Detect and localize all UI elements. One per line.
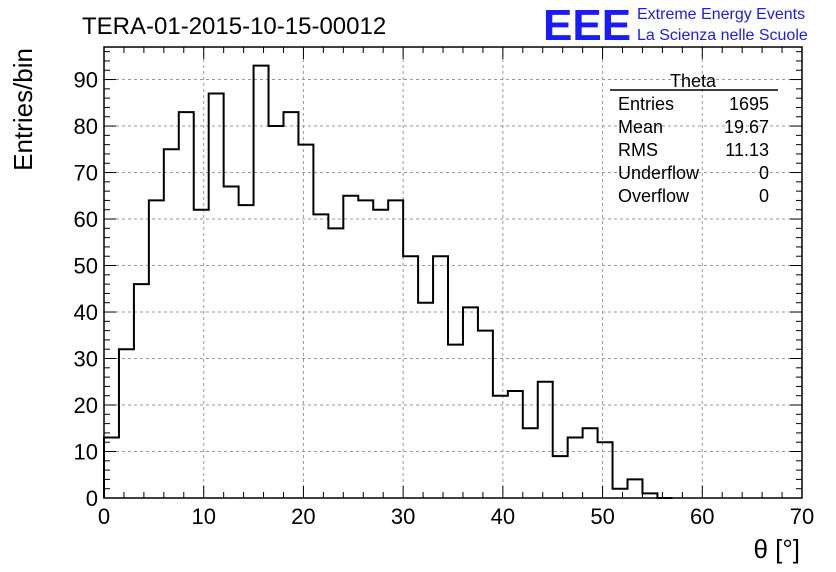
histogram-bin: [568, 438, 583, 498]
histogram-bin: [328, 228, 343, 498]
histogram-bin: [583, 428, 598, 498]
histogram-bin: [283, 112, 298, 498]
histogram-bin: [628, 479, 643, 498]
histogram-bin: [164, 149, 179, 498]
histogram-bin: [553, 456, 568, 498]
y-tick-label: 20: [74, 393, 98, 418]
y-axis-label: Entries/bin: [8, 48, 38, 171]
y-tick-label: 50: [74, 254, 98, 279]
histogram-bin: [358, 200, 373, 498]
axis-ticks: [103, 47, 803, 499]
histogram-bin: [478, 331, 493, 498]
histogram-bin: [254, 66, 269, 498]
stats-row-value: 1695: [729, 94, 769, 114]
stats-row-value: 19.67: [724, 117, 769, 137]
y-tick-label: 0: [86, 486, 98, 511]
y-tick-label: 30: [74, 347, 98, 372]
histogram-bin: [373, 210, 388, 498]
histogram-bin: [538, 382, 553, 498]
histogram-bin: [463, 307, 478, 498]
run-title: TERA-01-2015-10-15-00012: [82, 13, 386, 40]
y-tick-label: 10: [74, 440, 98, 465]
histogram-bin: [388, 200, 403, 498]
y-tick-label: 80: [74, 114, 98, 139]
histogram-bin: [149, 200, 164, 498]
histogram-bin: [224, 186, 239, 498]
x-tick-label: 70: [790, 504, 814, 529]
plot-frame: [103, 46, 803, 499]
stats-rows: Entries 1695 Mean 19.67 RMS 11.13 Underflow 0 Ov…: [618, 94, 769, 206]
histogram-bars: [103, 64, 673, 499]
tick-labels: 0 10 20 30 40 50 60 70 0 10 20 30 40 50 60 70 80 90: [74, 68, 815, 529]
histogram-bin: [134, 284, 149, 498]
y-tick-label: 70: [74, 161, 98, 186]
y-tick-label: 60: [74, 207, 98, 232]
x-tick-label: 50: [590, 504, 614, 529]
histogram-bin: [119, 349, 134, 498]
histogram-bin: [269, 126, 284, 498]
stats-box: Theta Entries 1695 Mean 19.67 RMS 11.13 Underf…: [610, 71, 778, 206]
x-tick-label: 20: [291, 504, 315, 529]
logo-tagline-2: La Scienza nelle Scuole: [637, 27, 808, 44]
histogram-bin: [613, 489, 628, 498]
stats-row-value: 11.13: [725, 140, 769, 160]
histogram-bin: [403, 256, 418, 498]
histogram-bin: [508, 391, 523, 498]
stats-row-label: Overflow: [618, 186, 690, 206]
y-tick-label: 40: [74, 300, 98, 325]
histogram-outline: [103, 64, 673, 499]
histogram-bin: [209, 93, 224, 498]
x-tick-label: 0: [98, 504, 110, 529]
histogram-bin: [598, 442, 613, 498]
axes-frame: [103, 46, 803, 499]
stats-row-label: Mean: [618, 117, 663, 137]
x-axis-label: θ [°]: [753, 534, 800, 564]
histogram-bin: [179, 112, 194, 498]
histogram-bin: [418, 303, 433, 498]
y-tick-label: 90: [74, 68, 98, 93]
histogram-bin: [523, 428, 538, 498]
histogram-bin: [239, 205, 254, 498]
histogram-bin: [298, 145, 313, 498]
stats-row-label: Entries: [618, 94, 674, 114]
grid-lines: [104, 47, 802, 498]
x-tick-label: 40: [491, 504, 515, 529]
histogram-bin: [433, 256, 448, 498]
logo-tagline-1: Extreme Energy Events: [637, 6, 805, 23]
eee-logo: EEE: [543, 1, 631, 50]
histogram-bin: [194, 210, 209, 498]
x-tick-label: 30: [391, 504, 415, 529]
histogram-bin: [343, 196, 358, 498]
stats-row-label: Underflow: [618, 163, 700, 183]
histogram-bin: [493, 396, 508, 498]
histogram-bin: [448, 345, 463, 498]
histogram-bin: [313, 214, 328, 498]
x-tick-label: 10: [191, 504, 215, 529]
x-tick-label: 60: [690, 504, 714, 529]
stats-title: Theta: [670, 71, 717, 91]
stats-row-label: RMS: [618, 140, 658, 160]
stats-row-value: 0: [759, 163, 769, 183]
stats-row-value: 0: [759, 186, 769, 206]
